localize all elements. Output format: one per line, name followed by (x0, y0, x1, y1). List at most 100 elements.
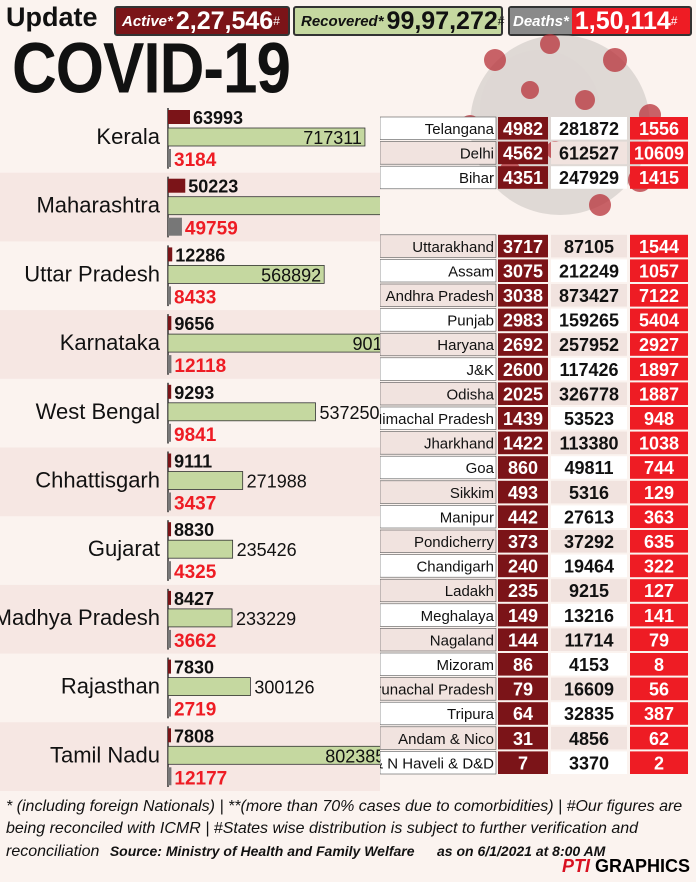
active-total-badge: Active* 2,27,546 # (114, 6, 290, 36)
recovered-cell (551, 653, 627, 676)
table-active-value: 373 (508, 532, 538, 552)
graphics-logo-text: GRAPHICS (589, 856, 690, 876)
recovered-cell (551, 407, 627, 430)
table-active-value: 493 (508, 483, 538, 503)
active-cell (498, 677, 548, 701)
table-row (380, 259, 497, 283)
recovered-cell (551, 357, 627, 381)
active-cell (498, 166, 548, 189)
state-label: Tamil Nadu (50, 742, 160, 767)
deaths-cell (630, 702, 688, 725)
recovered-cell (551, 456, 627, 479)
active-bar (168, 590, 171, 605)
active-value: 9293 (174, 383, 214, 403)
table-deaths-value: 10609 (634, 144, 684, 164)
table-active-value: 860 (508, 458, 538, 478)
active-value: 9111 (174, 452, 212, 472)
table-recovered-value: 3370 (569, 753, 609, 773)
table-deaths-value: 635 (644, 532, 674, 552)
deaths-cell (630, 308, 688, 332)
active-bar (168, 247, 173, 262)
state-label: West Bengal (36, 399, 160, 424)
recovered-bar (167, 539, 234, 559)
table-row (380, 455, 497, 480)
table-active-value: 79 (513, 680, 533, 700)
recovered-cell (551, 141, 627, 165)
table-active-value: 2025 (503, 384, 543, 404)
active-bar (168, 522, 172, 537)
table-recovered-value: 13216 (564, 606, 614, 626)
deaths-cell (630, 234, 688, 258)
table-state: Odisha (446, 386, 494, 403)
table-recovered-value: 159265 (559, 311, 619, 331)
recovered-cell (551, 382, 627, 405)
recovered-cell (551, 677, 627, 701)
state-label: Chhattisgarh (35, 468, 160, 493)
recovered-bar (167, 264, 325, 284)
table-deaths-value: 5404 (639, 311, 679, 331)
footer-notes: * (including foreign Nationals) | **(mor… (6, 796, 686, 863)
as-of-text: as on 6/1/2021 at 8:00 AM (437, 843, 606, 859)
table-state: Punjab (447, 313, 494, 330)
update-label: Update (6, 2, 98, 32)
table-row (380, 357, 497, 381)
recovered-bar (167, 196, 380, 216)
deaths-cell (630, 554, 688, 578)
active-cell (498, 431, 548, 455)
table-recovered-value: 873427 (559, 286, 619, 306)
table-active-value: 235 (508, 581, 538, 601)
table-state: Manipur (440, 509, 494, 526)
deaths-value: 12118 (174, 356, 226, 377)
deaths-value: 8433 (174, 287, 216, 308)
active-cell (498, 480, 548, 504)
table-state: Andam & Nico (398, 731, 494, 748)
table-recovered-value: 5316 (569, 483, 609, 503)
table-state: Meghalaya (421, 608, 495, 625)
table-state: Tripura (447, 706, 495, 723)
table-recovered-value: 281872 (559, 119, 619, 139)
active-cell (498, 751, 548, 774)
table-deaths-value: 127 (644, 581, 674, 601)
table-state: Goa (466, 460, 495, 477)
active-cell (498, 456, 548, 479)
table-deaths-value: 1556 (639, 119, 679, 139)
deaths-bar (168, 149, 171, 167)
active-cell (498, 259, 548, 282)
table-row (380, 332, 497, 357)
table-state: Nagaland (430, 632, 494, 649)
state-label: Karnataka (60, 330, 161, 355)
active-cell (498, 284, 548, 307)
recovered-bar (167, 402, 316, 422)
table-active-value: 442 (508, 507, 538, 527)
active-cell (498, 628, 548, 651)
table-row (380, 726, 497, 750)
table-state: Himachal Pradesh (380, 411, 494, 428)
active-bar (168, 384, 172, 399)
table-active-value: 144 (508, 630, 538, 650)
table-row (380, 431, 497, 455)
table-state: Pondicherry (414, 534, 495, 551)
deaths-cell (630, 357, 688, 381)
active-cell (498, 407, 548, 430)
table-state: Sikkim (450, 485, 494, 502)
recovered-bar (167, 745, 380, 765)
table-deaths-value: 79 (649, 630, 669, 650)
deaths-cell (630, 603, 688, 627)
table-deaths-value: 1038 (639, 434, 679, 454)
active-value: 7830 (174, 658, 214, 678)
deaths-cell (630, 382, 688, 405)
active-bar (168, 659, 171, 674)
recovered-cell (551, 234, 627, 258)
deaths-bar (168, 561, 171, 580)
table-recovered-value: 49811 (564, 458, 613, 478)
active-total: 2,27,546 (175, 6, 274, 35)
table-row (380, 141, 497, 165)
table-deaths-value: 8 (654, 655, 664, 675)
footnote-line-1: * (including foreign Nationals) | **(mor… (6, 798, 683, 815)
table-recovered-value: 257952 (559, 335, 619, 355)
table-active-value: 1439 (503, 409, 543, 429)
deaths-bar (168, 629, 171, 648)
table-recovered-value: 212249 (559, 261, 619, 281)
deaths-value: 12177 (174, 768, 227, 789)
deaths-value: 2719 (174, 700, 216, 721)
